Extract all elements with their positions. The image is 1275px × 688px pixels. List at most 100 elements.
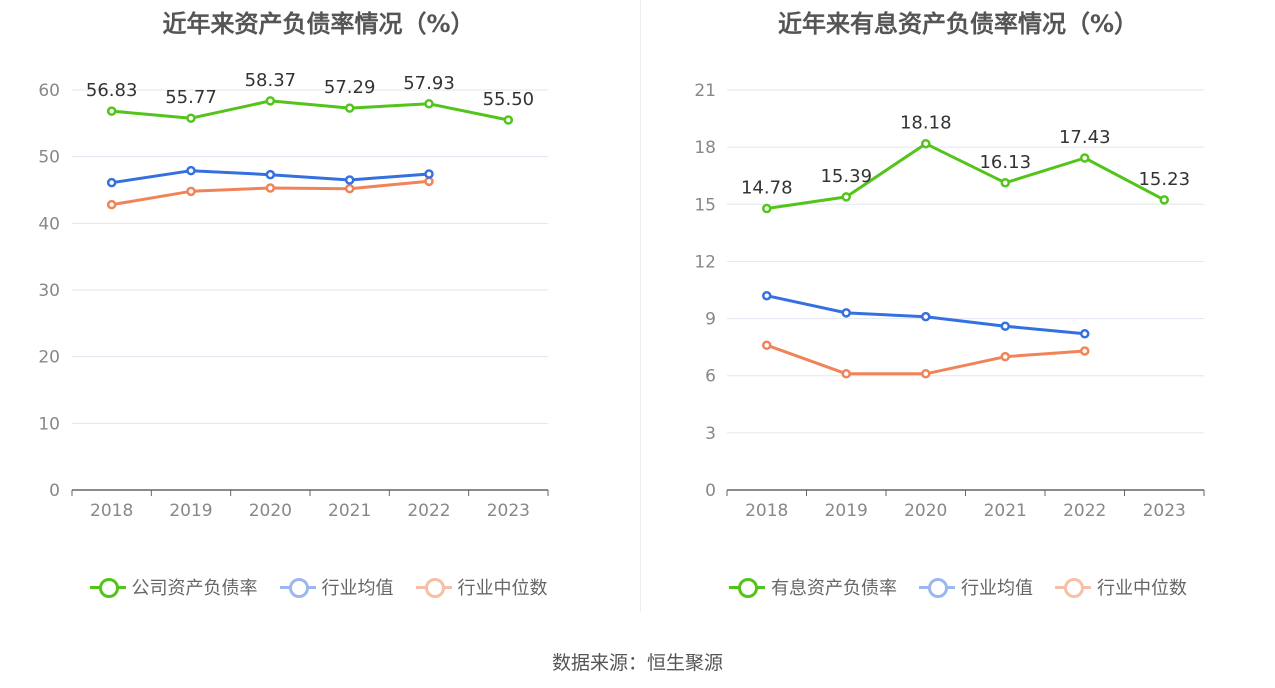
- data-point: [841, 308, 851, 318]
- x-tick-label: 2022: [1063, 501, 1106, 521]
- y-tick-label: 40: [38, 214, 60, 234]
- x-tick-label: 2023: [487, 501, 530, 521]
- data-label: 14.78: [741, 177, 793, 198]
- data-point: [1000, 321, 1010, 331]
- data-point: [1000, 178, 1010, 188]
- data-label: 17.43: [1059, 127, 1111, 148]
- y-tick-label: 3: [705, 424, 716, 444]
- legend-label: 行业中位数: [457, 578, 548, 599]
- y-tick-label: 0: [705, 481, 716, 501]
- data-point: [106, 177, 117, 188]
- data-point: [344, 175, 355, 185]
- legend-item-industry-median[interactable]: 行业中位数: [1055, 574, 1187, 600]
- chart-panel-interest-debt-ratio: 近年来有息资产负债率情况（%） 0 3 6 9 12 15 18 21 2018 2019 2020…: [641, 0, 1275, 620]
- x-tick-label: 2021: [328, 501, 371, 521]
- data-label: 15.39: [820, 166, 872, 187]
- legend-item-company[interactable]: 公司资产负债率: [89, 574, 258, 600]
- data-point: [344, 183, 355, 194]
- data-point: [841, 192, 851, 202]
- data-point: [762, 290, 772, 301]
- y-tick-label: 12: [694, 252, 716, 272]
- legend-swatch-icon: [729, 577, 765, 598]
- chart-panel-debt-ratio: 近年来资产负债率情况（%） 0 10 20 30 40 50 60 2018 2019 2020 2…: [0, 0, 637, 620]
- x-tick-label: 2020: [904, 501, 947, 521]
- legend-item-industry-mean[interactable]: 行业均值: [279, 574, 394, 600]
- line-chart-debt-ratio: 0 10 20 30 40 50 60 2018 2019 2020 2021 2022 2023 56.…: [38, 70, 549, 521]
- data-point: [186, 186, 196, 197]
- data-point: [762, 340, 772, 350]
- x-tick-label: 2020: [249, 501, 292, 521]
- y-tick-label: 15: [694, 195, 716, 215]
- x-tick-label: 2018: [90, 501, 133, 521]
- data-label: 55.77: [165, 87, 217, 108]
- data-point: [265, 169, 276, 180]
- data-point: [1159, 195, 1169, 205]
- chart-title: 近年来有息资产负债率情况（%）: [777, 10, 1139, 38]
- legend-label: 行业中位数: [1097, 578, 1187, 599]
- chart-title: 近年来资产负债率情况（%）: [162, 10, 475, 38]
- x-tick-label: 2019: [825, 501, 868, 521]
- y-tick-label: 10: [38, 414, 60, 434]
- data-point: [1080, 346, 1090, 356]
- data-point: [841, 369, 851, 379]
- series-line: [766, 142, 1165, 210]
- legend-label: 公司资产负债率: [131, 578, 258, 599]
- data-point: [106, 199, 117, 210]
- data-label: 16.13: [979, 152, 1031, 173]
- data-point: [106, 106, 117, 116]
- legend-item-company[interactable]: 有息资产负债率: [729, 574, 897, 600]
- legend-label: 行业均值: [321, 578, 394, 599]
- x-tick-label: 2021: [984, 501, 1027, 521]
- data-point: [186, 165, 196, 176]
- data-point: [1000, 351, 1010, 362]
- legend-label: 有息资产负债率: [771, 578, 897, 599]
- data-point: [265, 96, 276, 106]
- legend-swatch-icon: [415, 577, 452, 598]
- y-tick-label: 21: [694, 81, 716, 101]
- legend-swatch-icon: [89, 577, 126, 598]
- x-tick-label: 2019: [169, 501, 212, 521]
- y-tick-label: 20: [38, 348, 60, 368]
- y-tick-label: 50: [38, 148, 60, 168]
- y-tick-label: 18: [694, 138, 716, 158]
- chart-legend: 公司资产负债率 行业均值 行业中位数: [0, 574, 637, 600]
- x-tick-label: 2018: [745, 501, 788, 521]
- line-chart-interest-debt-ratio: 0 3 6 9 12 15 18 21 2018 2019 2020 2021 2022 2023 14.7…: [694, 81, 1205, 521]
- data-point: [344, 103, 355, 113]
- data-label: 15.23: [1138, 169, 1190, 190]
- y-tick-label: 30: [38, 281, 60, 301]
- legend-swatch-icon: [279, 577, 316, 598]
- y-tick-label: 60: [38, 81, 60, 101]
- legend-item-industry-median[interactable]: 行业中位数: [415, 574, 548, 600]
- legend-swatch-icon: [919, 577, 955, 598]
- legend-label: 行业均值: [961, 578, 1033, 599]
- y-tick-label: 9: [705, 310, 716, 330]
- y-tick-label: 6: [705, 367, 716, 387]
- data-label: 57.93: [403, 73, 455, 94]
- legend-item-industry-mean[interactable]: 行业均值: [919, 574, 1033, 600]
- x-tick-label: 2023: [1143, 501, 1186, 521]
- data-point: [424, 169, 434, 179]
- panel-divider: [640, 0, 641, 612]
- data-point: [424, 176, 434, 187]
- data-point: [1080, 153, 1090, 163]
- data-label: 58.37: [245, 70, 297, 91]
- data-label: 18.18: [900, 113, 952, 134]
- data-point: [921, 138, 931, 149]
- data-point: [921, 311, 931, 322]
- data-point: [921, 369, 931, 379]
- data-label: 56.83: [86, 80, 138, 101]
- data-point: [186, 113, 196, 123]
- x-tick-label: 2022: [407, 501, 450, 521]
- data-point: [424, 99, 434, 109]
- legend-swatch-icon: [1055, 577, 1091, 598]
- data-point: [503, 115, 514, 125]
- data-point: [1080, 329, 1090, 339]
- data-point: [265, 183, 276, 193]
- data-point: [762, 203, 772, 214]
- data-label: 55.50: [483, 89, 535, 110]
- series-line: [111, 99, 509, 122]
- data-label: 57.29: [324, 77, 376, 98]
- chart-legend: 有息资产负债率 行业均值 行业中位数: [641, 574, 1275, 600]
- y-tick-label: 0: [49, 481, 60, 501]
